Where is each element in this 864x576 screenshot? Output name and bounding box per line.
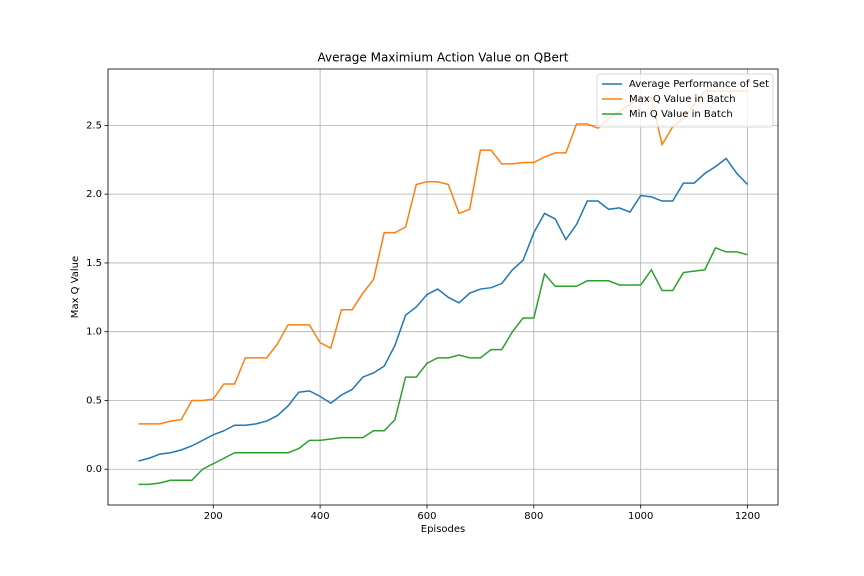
y-tick-label: 1.0 [86, 327, 102, 338]
y-tick-label: 2.0 [86, 189, 102, 200]
x-tick-label: 600 [417, 511, 436, 522]
x-tick-label: 1200 [735, 511, 760, 522]
y-axis-label: Max Q Value [70, 256, 81, 318]
x-tick-label: 800 [524, 511, 543, 522]
series-line [138, 246, 748, 486]
x-tick-label: 400 [311, 511, 330, 522]
legend-box [596, 73, 774, 128]
legend-label: Average Performance of Set [629, 79, 769, 90]
y-tick-label: 2.5 [86, 120, 102, 131]
axes-frame [107, 68, 779, 506]
chart-title: Average Maximium Action Value on QBert [318, 51, 569, 65]
x-tick-label: 1000 [628, 511, 653, 522]
legend-label: Min Q Value in Batch [629, 109, 733, 120]
y-tick-label: 0.5 [86, 395, 102, 406]
y-tick-label: 1.5 [86, 258, 102, 269]
x-tick-label: 200 [204, 511, 223, 522]
x-axis-label: Episodes [421, 524, 465, 535]
legend-label: Max Q Value in Batch [629, 94, 736, 105]
series-line [138, 157, 749, 462]
y-tick-label: 0.0 [86, 464, 102, 475]
